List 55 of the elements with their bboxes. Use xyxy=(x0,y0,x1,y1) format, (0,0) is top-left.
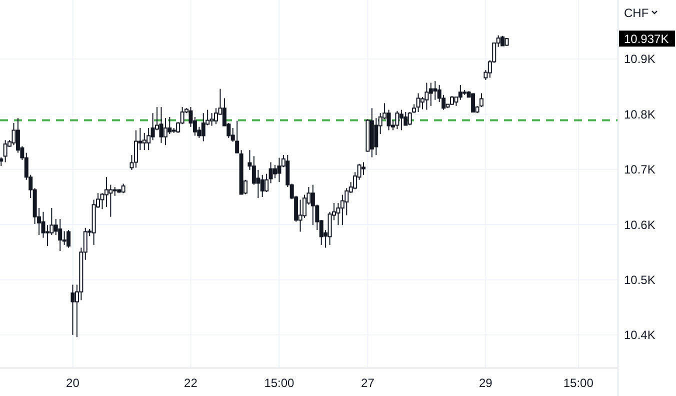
candlestick xyxy=(45,224,50,247)
candlestick xyxy=(268,162,273,184)
candlestick xyxy=(471,92,476,112)
candlestick xyxy=(62,230,66,246)
candlestick xyxy=(298,199,302,232)
candlestick xyxy=(256,169,260,199)
y-axis-title: CHF xyxy=(624,6,649,20)
candlestick xyxy=(142,132,146,151)
candlestick xyxy=(264,173,269,192)
candlestick xyxy=(159,106,164,144)
candlestick xyxy=(260,174,264,198)
candlestick xyxy=(399,109,404,131)
candlestick xyxy=(201,112,206,142)
candlestick xyxy=(374,118,378,156)
y-tick-label: 10.8K xyxy=(624,107,656,122)
candlestick xyxy=(361,162,366,176)
y-tick-label: 10.4K xyxy=(624,328,656,342)
candlestick xyxy=(41,211,46,238)
candlestick xyxy=(66,230,71,248)
x-tick-label: 22 xyxy=(184,376,198,390)
y-tick-label: 10.7K xyxy=(624,162,656,177)
candlestick xyxy=(416,92,420,112)
candlestick xyxy=(428,82,433,106)
candlestick xyxy=(395,110,400,130)
y-tick-label: 10.9K xyxy=(624,52,656,66)
candlestick xyxy=(134,130,138,168)
candlestick xyxy=(404,112,408,126)
candlestick xyxy=(130,154,134,170)
candlestick xyxy=(433,80,438,100)
text: 10.937K xyxy=(624,32,669,46)
candlestick xyxy=(146,128,151,151)
x-tick-label: 15:00 xyxy=(264,376,295,390)
candlestick xyxy=(458,84,462,100)
candlestick xyxy=(424,82,429,110)
x-tick-label: 29 xyxy=(479,376,493,390)
candlestick xyxy=(100,192,104,210)
y-tick-label: 10.6K xyxy=(624,218,656,232)
candlestick xyxy=(3,140,8,163)
candlestick xyxy=(235,120,240,154)
candlestick xyxy=(336,202,340,226)
candlestick xyxy=(58,218,62,252)
candlestick xyxy=(386,109,391,131)
candlestick xyxy=(163,118,168,146)
candlestick xyxy=(121,183,126,194)
candlestick xyxy=(70,284,75,336)
x-tick-label: 20 xyxy=(66,376,80,390)
candlestick xyxy=(277,157,282,183)
y-tick-label: 10.5K xyxy=(624,272,656,287)
x-tick-label: 27 xyxy=(361,376,375,390)
candlestick xyxy=(108,184,113,218)
x-tick-label: 15:00 xyxy=(563,376,594,390)
candlestick xyxy=(500,35,505,46)
candlestick xyxy=(310,184,315,226)
candlestick xyxy=(168,116,172,135)
candlestick xyxy=(210,112,214,126)
